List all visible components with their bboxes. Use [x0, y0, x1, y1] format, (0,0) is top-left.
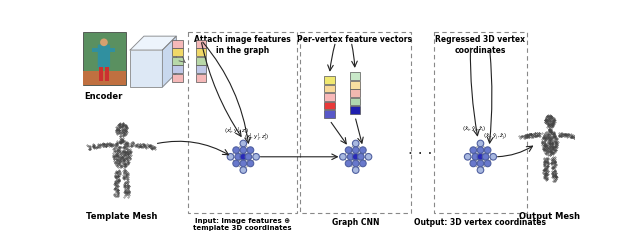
Text: Template Mesh: Template Mesh	[86, 212, 157, 222]
Text: Output Mesh: Output Mesh	[519, 212, 580, 222]
Polygon shape	[130, 36, 176, 50]
FancyBboxPatch shape	[98, 45, 110, 68]
Circle shape	[353, 167, 359, 173]
Circle shape	[253, 154, 259, 160]
Circle shape	[470, 160, 477, 167]
Bar	[172, 74, 183, 82]
Polygon shape	[163, 36, 176, 87]
Bar	[349, 81, 360, 88]
Circle shape	[360, 147, 366, 154]
Circle shape	[353, 147, 359, 154]
Text: $(\hat{x}_j, \hat{y}_j, \hat{z}_j)$: $(\hat{x}_j, \hat{y}_j, \hat{z}_j)$	[483, 132, 508, 142]
Circle shape	[340, 154, 346, 160]
Circle shape	[483, 154, 489, 160]
Bar	[83, 71, 126, 85]
Circle shape	[477, 154, 484, 160]
Bar	[324, 102, 335, 109]
Circle shape	[233, 147, 239, 154]
Circle shape	[235, 154, 241, 160]
Circle shape	[353, 154, 359, 160]
Bar	[196, 74, 206, 82]
Text: Output: 3D vertex coordinates: Output: 3D vertex coordinates	[415, 218, 547, 227]
Circle shape	[353, 140, 359, 147]
Circle shape	[477, 147, 484, 154]
Circle shape	[365, 154, 372, 160]
Text: Encoder: Encoder	[84, 92, 123, 100]
Bar	[99, 67, 103, 81]
Circle shape	[240, 154, 246, 160]
Text: $(x_j^I, y_j^I, z_j^I)$: $(x_j^I, y_j^I, z_j^I)$	[244, 132, 269, 144]
Circle shape	[245, 154, 252, 160]
Bar	[324, 76, 335, 84]
Text: Per-vertex feature vectors: Per-vertex feature vectors	[298, 36, 412, 44]
Bar	[172, 57, 183, 65]
Circle shape	[353, 160, 359, 167]
Circle shape	[348, 154, 354, 160]
Circle shape	[233, 160, 239, 167]
Bar	[324, 85, 335, 92]
Text: Regressed 3D vertex
coordinates: Regressed 3D vertex coordinates	[435, 36, 525, 55]
Bar	[196, 40, 206, 48]
Text: $(x_i^I, y_i^I, z_i^I)$: $(x_i^I, y_i^I, z_i^I)$	[225, 125, 250, 136]
Bar	[349, 106, 360, 114]
Circle shape	[247, 160, 254, 167]
Circle shape	[345, 147, 352, 154]
Bar	[196, 66, 206, 73]
Text: $(\hat{x}_i, \hat{y}_i, \hat{z}_i)$: $(\hat{x}_i, \hat{y}_i, \hat{z}_i)$	[462, 124, 486, 134]
Bar	[349, 98, 360, 106]
Circle shape	[360, 160, 366, 167]
Circle shape	[227, 154, 234, 160]
Circle shape	[470, 147, 477, 154]
Circle shape	[490, 154, 497, 160]
Circle shape	[240, 140, 246, 147]
Text: Attach image features
in the graph: Attach image features in the graph	[194, 36, 291, 55]
Circle shape	[477, 160, 484, 167]
Bar	[324, 93, 335, 101]
Bar	[196, 48, 206, 56]
Circle shape	[477, 140, 484, 147]
Bar	[349, 89, 360, 97]
Circle shape	[484, 160, 491, 167]
Circle shape	[240, 167, 246, 173]
Bar	[324, 110, 335, 118]
Bar	[300, 32, 411, 213]
Text: Input: Image features ⊕
template 3D coordinates: Input: Image features ⊕ template 3D coor…	[193, 218, 292, 231]
Bar	[435, 32, 527, 213]
Bar	[188, 32, 297, 213]
Circle shape	[484, 147, 491, 154]
Bar	[83, 32, 126, 85]
Bar	[172, 48, 183, 56]
Bar	[172, 66, 183, 73]
Circle shape	[240, 160, 246, 167]
Bar	[92, 48, 99, 51]
Bar	[196, 57, 206, 65]
Circle shape	[247, 147, 254, 154]
Text: Graph CNN: Graph CNN	[332, 218, 380, 227]
Circle shape	[100, 38, 108, 46]
Circle shape	[465, 154, 471, 160]
Circle shape	[358, 154, 364, 160]
Circle shape	[240, 147, 246, 154]
Circle shape	[345, 160, 352, 167]
Circle shape	[472, 154, 479, 160]
Bar	[172, 40, 183, 48]
Text: · · ·: · · ·	[408, 147, 433, 162]
Circle shape	[477, 167, 484, 173]
Bar	[109, 48, 115, 51]
Bar	[105, 67, 109, 81]
Bar	[349, 72, 360, 80]
Bar	[130, 50, 163, 87]
